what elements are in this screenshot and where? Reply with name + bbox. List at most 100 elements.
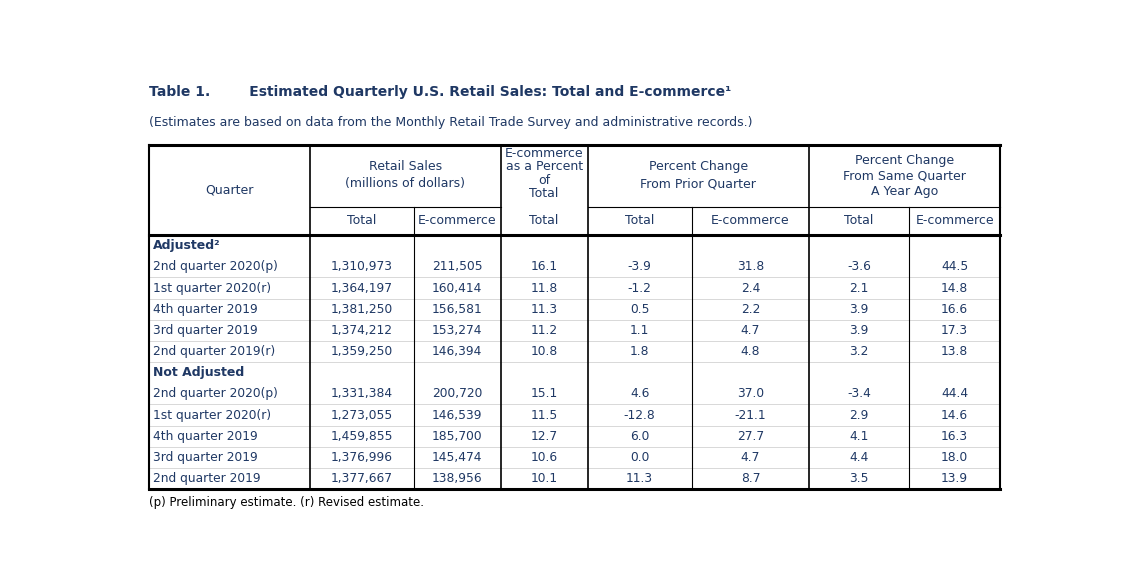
Text: 27.7: 27.7 [736, 430, 765, 443]
Text: (Estimates are based on data from the Monthly Retail Trade Survey and administra: (Estimates are based on data from the Mo… [149, 116, 752, 129]
Text: 8.7: 8.7 [741, 472, 760, 485]
Text: 44.4: 44.4 [941, 387, 969, 400]
Text: 44.5: 44.5 [941, 260, 969, 273]
Text: 3rd quarter 2019: 3rd quarter 2019 [154, 451, 258, 464]
Text: Total: Total [348, 215, 377, 227]
Text: 185,700: 185,700 [432, 430, 482, 443]
Text: Percent Change: Percent Change [855, 153, 954, 167]
Text: 2.2: 2.2 [741, 303, 760, 316]
Text: -1.2: -1.2 [628, 282, 651, 294]
Text: 3rd quarter 2019: 3rd quarter 2019 [154, 324, 258, 337]
Text: Total: Total [626, 215, 655, 227]
Text: E-commerce: E-commerce [711, 215, 790, 227]
Text: 13.8: 13.8 [941, 345, 969, 358]
Text: 0.5: 0.5 [630, 303, 649, 316]
Text: E-commerce: E-commerce [504, 147, 583, 160]
Text: 3.9: 3.9 [850, 324, 869, 337]
Text: 15.1: 15.1 [530, 387, 558, 400]
Text: 12.7: 12.7 [530, 430, 557, 443]
Text: 2.4: 2.4 [741, 282, 760, 294]
Text: 13.9: 13.9 [941, 472, 969, 485]
Text: -3.4: -3.4 [847, 387, 871, 400]
Text: -3.9: -3.9 [628, 260, 651, 273]
Text: 1,376,996: 1,376,996 [331, 451, 392, 464]
Text: 3.2: 3.2 [850, 345, 869, 358]
Text: Total: Total [844, 215, 873, 227]
Text: as a Percent: as a Percent [506, 160, 583, 174]
Text: 153,274: 153,274 [432, 324, 482, 337]
Text: 16.6: 16.6 [941, 303, 969, 316]
Text: From Prior Quarter: From Prior Quarter [640, 177, 757, 190]
Text: 1st quarter 2020(r): 1st quarter 2020(r) [154, 409, 271, 422]
Text: of: of [538, 174, 550, 187]
Text: 18.0: 18.0 [941, 451, 969, 464]
Text: 4.7: 4.7 [741, 451, 760, 464]
Text: 3.9: 3.9 [850, 303, 869, 316]
Text: 11.2: 11.2 [530, 324, 557, 337]
Text: 2nd quarter 2020(p): 2nd quarter 2020(p) [154, 387, 278, 400]
Text: A Year Ago: A Year Ago [871, 185, 938, 198]
Text: 4.7: 4.7 [741, 324, 760, 337]
Text: 17.3: 17.3 [941, 324, 969, 337]
Text: 1,310,973: 1,310,973 [331, 260, 392, 273]
Text: 11.5: 11.5 [530, 409, 558, 422]
Text: Total: Total [529, 215, 558, 227]
Text: -12.8: -12.8 [623, 409, 656, 422]
Text: 4th quarter 2019: 4th quarter 2019 [154, 303, 258, 316]
Text: 11.8: 11.8 [530, 282, 558, 294]
Text: 1,381,250: 1,381,250 [331, 303, 392, 316]
Text: 4.4: 4.4 [850, 451, 869, 464]
Text: 31.8: 31.8 [736, 260, 765, 273]
Text: Total: Total [529, 187, 558, 200]
Text: 11.3: 11.3 [627, 472, 654, 485]
Text: E-commerce: E-commerce [418, 215, 497, 227]
Text: 1.1: 1.1 [630, 324, 649, 337]
Text: 1,331,384: 1,331,384 [331, 387, 392, 400]
Text: E-commerce: E-commerce [915, 215, 994, 227]
Text: 3.5: 3.5 [850, 472, 869, 485]
Text: 2.9: 2.9 [850, 409, 869, 422]
Text: 1.8: 1.8 [630, 345, 649, 358]
Text: Table 1.        Estimated Quarterly U.S. Retail Sales: Total and E-commerce¹: Table 1. Estimated Quarterly U.S. Retail… [149, 85, 731, 99]
Text: Not Adjusted: Not Adjusted [154, 366, 244, 379]
Text: 16.3: 16.3 [941, 430, 969, 443]
Text: 16.1: 16.1 [530, 260, 557, 273]
Text: -21.1: -21.1 [734, 409, 767, 422]
Text: 1st quarter 2020(r): 1st quarter 2020(r) [154, 282, 271, 294]
Text: Percent Change: Percent Change [649, 160, 748, 173]
Text: (millions of dollars): (millions of dollars) [345, 177, 465, 190]
Text: 1,359,250: 1,359,250 [331, 345, 392, 358]
Text: Quarter: Quarter [205, 183, 253, 196]
Text: 211,505: 211,505 [432, 260, 482, 273]
Text: 11.3: 11.3 [530, 303, 557, 316]
Text: 146,539: 146,539 [432, 409, 482, 422]
Text: 6.0: 6.0 [630, 430, 649, 443]
Text: 2nd quarter 2019: 2nd quarter 2019 [154, 472, 261, 485]
Text: 1,374,212: 1,374,212 [331, 324, 392, 337]
Text: 2nd quarter 2019(r): 2nd quarter 2019(r) [154, 345, 276, 358]
Text: 10.6: 10.6 [530, 451, 557, 464]
Text: Retail Sales: Retail Sales [369, 160, 442, 173]
Text: (p) Preliminary estimate. (r) Revised estimate.: (p) Preliminary estimate. (r) Revised es… [149, 496, 424, 509]
Text: 138,956: 138,956 [432, 472, 482, 485]
Text: 145,474: 145,474 [432, 451, 482, 464]
Text: 10.8: 10.8 [530, 345, 558, 358]
Text: 0.0: 0.0 [630, 451, 649, 464]
Text: 4.1: 4.1 [850, 430, 869, 443]
Text: 4.6: 4.6 [630, 387, 649, 400]
Text: 1,377,667: 1,377,667 [331, 472, 392, 485]
Text: 4th quarter 2019: 4th quarter 2019 [154, 430, 258, 443]
Text: From Same Quarter: From Same Quarter [843, 169, 966, 182]
Text: 1,273,055: 1,273,055 [331, 409, 392, 422]
Text: 146,394: 146,394 [432, 345, 482, 358]
Text: 1,459,855: 1,459,855 [331, 430, 393, 443]
Text: 4.8: 4.8 [741, 345, 760, 358]
Text: 2.1: 2.1 [850, 282, 869, 294]
Text: -3.6: -3.6 [847, 260, 871, 273]
Text: 156,581: 156,581 [432, 303, 483, 316]
Text: 2nd quarter 2020(p): 2nd quarter 2020(p) [154, 260, 278, 273]
Text: 160,414: 160,414 [432, 282, 482, 294]
Text: 14.6: 14.6 [941, 409, 969, 422]
Text: 14.8: 14.8 [941, 282, 969, 294]
Text: 10.1: 10.1 [530, 472, 557, 485]
